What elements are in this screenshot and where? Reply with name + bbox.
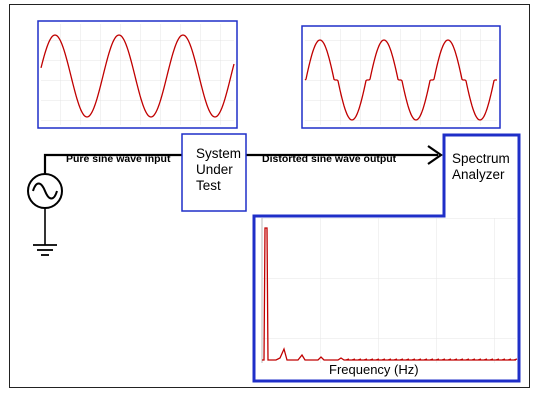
output-distorted-panel: [301, 25, 501, 129]
spectrum-x-axis-label: Frequency (Hz): [329, 362, 419, 377]
ground-icon: [33, 244, 57, 256]
signal-wires: [43, 145, 443, 245]
input-signal-label: Pure sine wave input: [66, 153, 171, 165]
system-under-test-label: System Under Test: [196, 146, 242, 193]
spectrum-analyzer-outline: [252, 133, 521, 383]
pure-sine-wave: [40, 34, 235, 118]
spectrum-trace: [262, 227, 518, 361]
spectrum-analyzer-label: Spectrum Analyzer: [452, 151, 510, 182]
ac-source-icon: [27, 173, 63, 209]
input-sine-panel: [37, 20, 238, 129]
spectrum-plot: [261, 218, 518, 363]
arrow-head-icon: [427, 145, 443, 165]
system-under-test-box: [181, 133, 247, 212]
output-signal-label: Distorted sine wave output: [262, 153, 397, 165]
distorted-sine-wave: [304, 39, 497, 121]
